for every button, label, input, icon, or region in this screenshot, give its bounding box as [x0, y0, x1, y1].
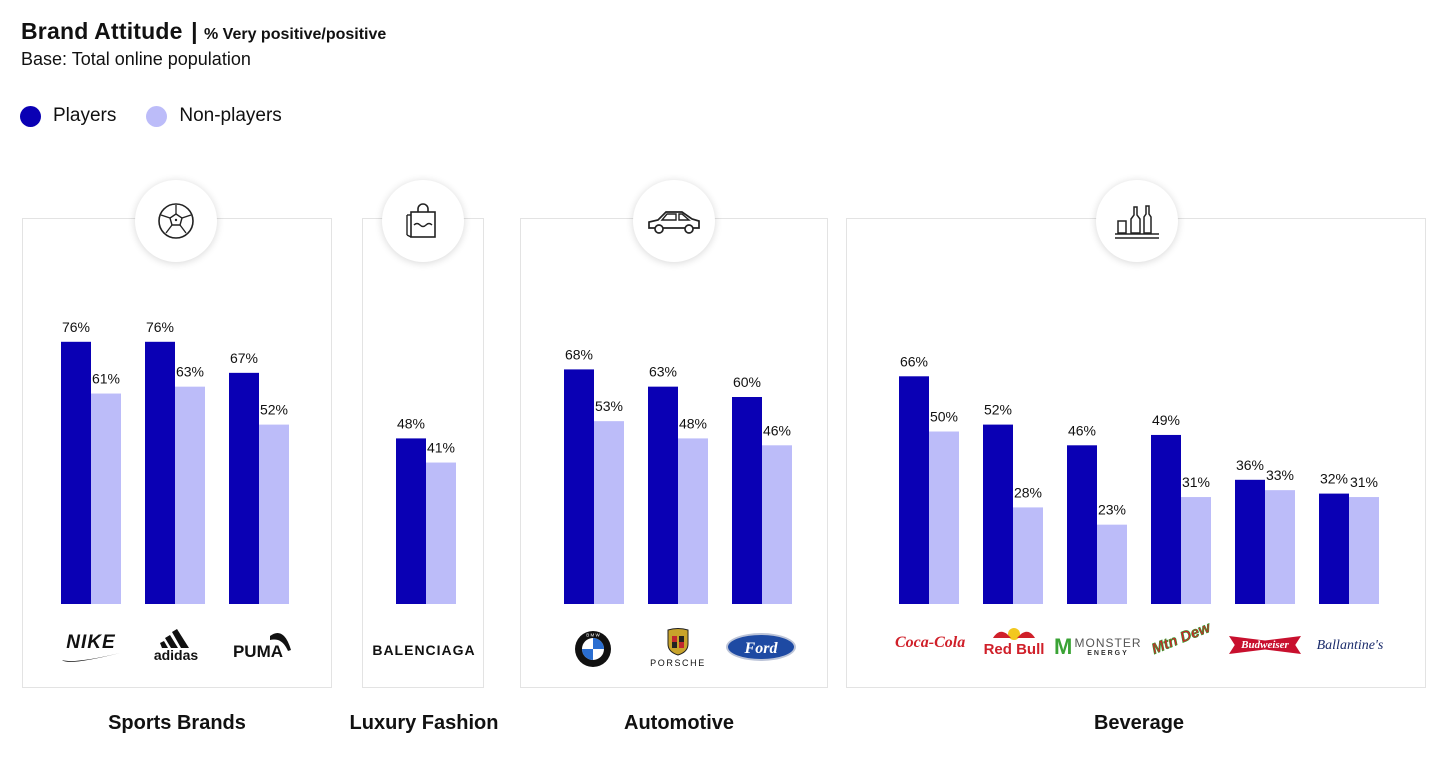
title-subtitle: % Very positive/positive — [204, 26, 387, 43]
brand-logo-budweiser: Budweiser — [1229, 636, 1301, 654]
bar-balenciaga-non-players — [426, 462, 456, 604]
brand-logo-redbull: Red Bull — [982, 626, 1046, 658]
bar-bmw-players — [564, 369, 594, 604]
brand-logo-balenciaga: BALENCIAGA — [372, 642, 476, 658]
title-separator: | — [191, 18, 198, 44]
data-label-red-bull-non-players: 28% — [1014, 484, 1042, 500]
bar-ballantine-s-non-players — [1349, 497, 1379, 604]
data-label-ford-non-players: 46% — [763, 422, 791, 438]
brand-logo-ford: Ford — [726, 633, 798, 661]
bar-mountain-dew-players — [1151, 434, 1181, 604]
bar-red-bull-non-players — [1013, 507, 1043, 604]
legend-swatch-non-players — [146, 105, 168, 127]
monster-m-icon: M — [1054, 634, 1073, 659]
data-label-puma-players: 67% — [230, 350, 258, 366]
shopping-bag-icon — [382, 180, 464, 262]
bar-bmw-non-players — [594, 421, 624, 604]
bar-puma-non-players — [259, 424, 289, 604]
data-label-adidas-players: 76% — [146, 319, 174, 335]
bmw-letters: B M W — [586, 633, 600, 638]
data-label-budweiser-players: 36% — [1236, 457, 1264, 473]
legend-label-players: Players — [53, 105, 117, 126]
category-label-automotive: Automotive — [624, 712, 734, 734]
data-label-coca-cola-players: 66% — [900, 353, 928, 369]
legend: Players Non-players — [20, 105, 312, 127]
bar-porsche-players — [648, 386, 678, 604]
data-label-monster-energy-players: 46% — [1068, 422, 1096, 438]
legend-label-non-players: Non-players — [179, 105, 282, 126]
bar-adidas-non-players — [175, 386, 205, 604]
brand-logo-monster: M MONSTER ENERGY — [1054, 634, 1142, 659]
bar-balenciaga-players — [396, 438, 426, 604]
brand-logo-cocacola: Coca-Cola — [895, 634, 966, 651]
data-label-nike-players: 76% — [62, 319, 90, 335]
legend-item-non-players: Non-players — [146, 105, 282, 127]
chart-title: Brand Attitude | % Very positive/positiv… — [21, 18, 386, 45]
bar-ford-players — [732, 397, 762, 604]
data-label-budweiser-non-players: 33% — [1266, 467, 1294, 483]
data-label-adidas-non-players: 63% — [176, 364, 204, 380]
data-label-red-bull-players: 52% — [984, 402, 1012, 418]
car-icon — [633, 180, 715, 262]
category-label-beverage: Beverage — [1093, 712, 1185, 734]
data-label-bmw-non-players: 53% — [595, 398, 623, 414]
bar-coca-cola-non-players — [929, 431, 959, 604]
soccer-ball-icon — [135, 180, 217, 262]
title-main: Brand Attitude — [21, 18, 183, 44]
data-label-mountain-dew-non-players: 31% — [1182, 474, 1210, 490]
bar-monster-energy-players — [1067, 445, 1097, 604]
data-label-nike-non-players: 61% — [92, 371, 120, 387]
bar-budweiser-non-players — [1265, 490, 1295, 604]
legend-swatch-players — [20, 105, 41, 127]
brand-logo-porsche: PORSCHE — [638, 628, 718, 668]
bar-nike-non-players — [91, 393, 121, 604]
brand-logo-nike: NIKE — [58, 632, 124, 664]
brand-logo-bmw: B M W — [574, 630, 612, 673]
data-label-porsche-non-players: 48% — [679, 415, 707, 431]
data-label-ballantine-s-players: 32% — [1320, 471, 1348, 487]
data-label-balenciaga-non-players: 41% — [427, 440, 455, 456]
data-label-mountain-dew-players: 49% — [1152, 412, 1180, 428]
data-label-puma-non-players: 52% — [260, 402, 288, 418]
data-label-monster-energy-non-players: 23% — [1098, 502, 1126, 518]
bar-ballantine-s-players — [1319, 493, 1349, 604]
bar-mountain-dew-non-players — [1181, 497, 1211, 604]
bar-puma-players — [229, 372, 259, 604]
data-label-bmw-players: 68% — [565, 346, 593, 362]
brand-logo-ballantines: Ballantine's — [1316, 638, 1384, 653]
data-label-ballantine-s-non-players: 31% — [1350, 474, 1378, 490]
bar-adidas-players — [145, 341, 175, 604]
bar-coca-cola-players — [899, 376, 929, 604]
category-label-luxury-fashion: Luxury Fashion — [349, 712, 499, 734]
data-label-balenciaga-players: 48% — [397, 415, 425, 431]
brand-logo-adidas: adidas — [148, 628, 204, 663]
brand-logo-puma: PUMA — [224, 630, 292, 661]
category-label-sports-brands: Sports Brands — [108, 712, 246, 734]
bar-nike-players — [61, 341, 91, 604]
legend-item-players: Players — [20, 105, 116, 127]
bar-red-bull-players — [983, 424, 1013, 604]
bar-porsche-non-players — [678, 438, 708, 604]
data-label-ford-players: 60% — [733, 374, 761, 390]
bar-ford-non-players — [762, 445, 792, 604]
data-label-coca-cola-non-players: 50% — [930, 409, 958, 425]
base-note: Base: Total online population — [21, 49, 251, 69]
data-label-porsche-players: 63% — [649, 364, 677, 380]
bottles-icon — [1096, 180, 1178, 262]
bar-monster-energy-non-players — [1097, 524, 1127, 604]
bar-budweiser-players — [1235, 479, 1265, 604]
